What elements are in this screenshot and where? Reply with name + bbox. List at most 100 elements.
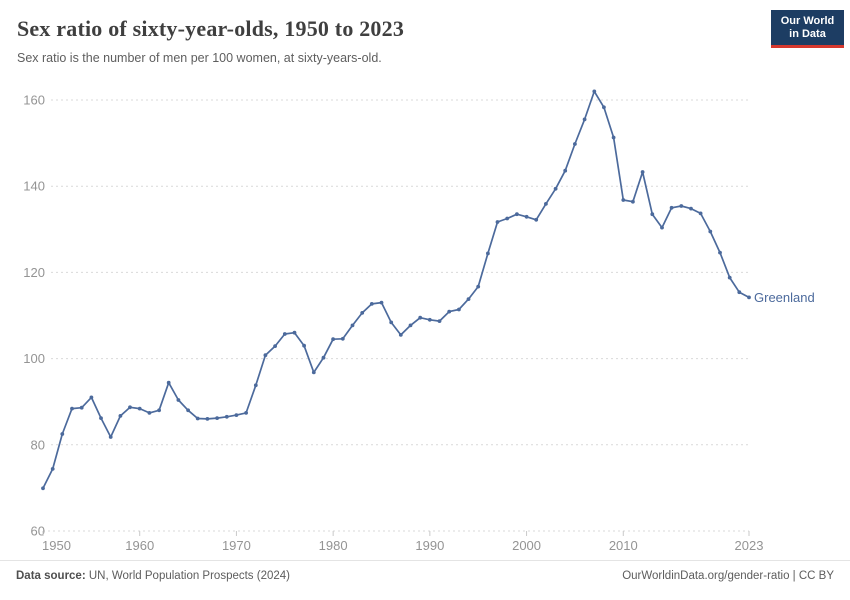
x-axis-tick-label: 2010 xyxy=(609,538,638,553)
data-point[interactable] xyxy=(321,355,326,360)
data-point[interactable] xyxy=(350,323,355,328)
data-point[interactable] xyxy=(128,405,132,410)
data-point[interactable] xyxy=(408,323,413,328)
data-point[interactable] xyxy=(340,336,345,341)
data-point[interactable] xyxy=(244,411,249,415)
data-point[interactable] xyxy=(50,467,55,471)
chart-footer: Data source: UN, World Population Prospe… xyxy=(0,560,850,582)
data-point[interactable] xyxy=(427,317,432,322)
data-point[interactable] xyxy=(505,216,510,221)
series-line xyxy=(42,90,750,490)
data-point[interactable] xyxy=(447,309,452,314)
x-axis-tick-label: 2023 xyxy=(735,538,764,553)
data-point[interactable] xyxy=(611,135,616,140)
data-point[interactable] xyxy=(698,211,703,216)
data-point[interactable] xyxy=(215,416,220,420)
data-point[interactable] xyxy=(70,406,74,411)
data-point[interactable] xyxy=(273,344,277,348)
data-point[interactable] xyxy=(331,337,335,342)
owid-logo[interactable]: Our World in Data xyxy=(771,10,844,48)
data-point[interactable] xyxy=(360,311,365,315)
data-point[interactable] xyxy=(708,229,713,234)
y-axis-tick-label: 160 xyxy=(23,93,45,108)
data-source-text: UN, World Population Prospects (2024) xyxy=(85,570,290,582)
data-point[interactable] xyxy=(195,416,200,421)
data-point[interactable] xyxy=(263,353,268,358)
data-point[interactable] xyxy=(679,204,684,208)
data-point[interactable] xyxy=(79,405,84,410)
data-point[interactable] xyxy=(544,202,548,206)
chart-title: Sex ratio of sixty-year-olds, 1950 to 20… xyxy=(17,16,405,41)
data-point[interactable] xyxy=(60,432,65,436)
data-point[interactable] xyxy=(311,370,316,375)
y-axis-tick-label: 100 xyxy=(23,351,45,366)
data-point[interactable] xyxy=(205,417,210,421)
data-point[interactable] xyxy=(108,435,113,439)
data-point[interactable] xyxy=(379,300,384,305)
data-point[interactable] xyxy=(553,186,558,191)
data-point[interactable] xyxy=(457,307,461,312)
data-point[interactable] xyxy=(292,330,297,335)
data-point[interactable] xyxy=(157,408,162,413)
license-label: | CC BY xyxy=(789,570,834,582)
data-point[interactable] xyxy=(437,319,442,323)
data-point[interactable] xyxy=(534,217,539,222)
x-axis-tick-label: 2000 xyxy=(512,538,541,553)
data-point[interactable] xyxy=(418,315,423,320)
data-point[interactable] xyxy=(631,199,635,204)
y-axis-tick-label: 120 xyxy=(23,265,45,280)
data-point[interactable] xyxy=(515,212,519,217)
data-point[interactable] xyxy=(282,332,287,336)
series-entity-label: Greenland xyxy=(754,290,815,305)
data-point[interactable] xyxy=(640,170,645,174)
data-point[interactable] xyxy=(253,383,258,388)
y-axis-tick-label: 80 xyxy=(31,437,45,452)
data-point[interactable] xyxy=(369,302,374,306)
x-axis-tick-label: 1960 xyxy=(125,538,154,553)
data-point[interactable] xyxy=(524,214,529,219)
data-point[interactable] xyxy=(147,411,152,415)
data-point[interactable] xyxy=(486,251,490,256)
data-point[interactable] xyxy=(118,414,123,418)
data-point[interactable] xyxy=(582,117,587,122)
data-point[interactable] xyxy=(389,320,394,325)
data-point[interactable] xyxy=(302,343,306,348)
data-point[interactable] xyxy=(747,295,751,300)
data-point[interactable] xyxy=(495,220,500,224)
data-point[interactable] xyxy=(660,225,664,230)
data-point[interactable] xyxy=(602,105,606,110)
data-point[interactable] xyxy=(137,406,142,411)
owid-url-link[interactable]: OurWorldinData.org/gender-ratio xyxy=(622,570,790,582)
data-point[interactable] xyxy=(476,284,481,289)
data-point[interactable] xyxy=(563,168,568,173)
data-point[interactable] xyxy=(398,333,403,337)
data-point[interactable] xyxy=(621,198,626,202)
data-point[interactable] xyxy=(727,275,732,280)
data-point[interactable] xyxy=(689,206,693,211)
owid-logo-line2: in Data xyxy=(789,28,826,40)
data-point[interactable] xyxy=(650,212,655,217)
y-axis-tick-label: 60 xyxy=(31,524,45,539)
data-point[interactable] xyxy=(89,395,94,400)
data-point[interactable] xyxy=(669,205,674,210)
data-point[interactable] xyxy=(592,89,597,94)
data-point[interactable] xyxy=(224,414,229,419)
data-point[interactable] xyxy=(186,408,191,413)
data-point[interactable] xyxy=(718,250,722,255)
data-point[interactable] xyxy=(166,380,171,385)
data-point[interactable] xyxy=(99,416,103,420)
x-axis-tick-label: 1970 xyxy=(222,538,251,553)
chart-subtitle: Sex ratio is the number of men per 100 w… xyxy=(17,51,382,65)
x-axis-tick-label: 1950 xyxy=(42,538,71,553)
data-point[interactable] xyxy=(573,142,577,146)
data-source-label: Data source: xyxy=(16,570,86,582)
data-point[interactable] xyxy=(41,486,45,491)
data-point[interactable] xyxy=(466,297,471,301)
data-point[interactable] xyxy=(176,398,181,402)
x-axis-tick-label: 1980 xyxy=(319,538,348,553)
data-point[interactable] xyxy=(737,290,742,295)
data-point[interactable] xyxy=(234,413,239,417)
line-chart-canvas[interactable]: 60 80 100 120 140 160 1950 1960 1970 1980 1990 2000… xyxy=(0,0,850,560)
y-axis-tick-label: 140 xyxy=(23,179,45,194)
